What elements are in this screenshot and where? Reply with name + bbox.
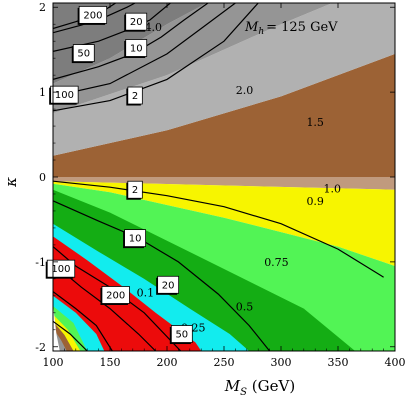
contour-label-text: 100 xyxy=(55,90,74,101)
region-tan xyxy=(53,177,395,190)
mass-annotation: Mh = 125 GeV xyxy=(244,20,338,37)
contour-label-box: 50 xyxy=(71,44,95,64)
contour-label-text: 10 xyxy=(129,234,142,245)
contour-label-bg xyxy=(127,86,143,105)
contour-label-bg xyxy=(50,85,79,104)
contour-label-text: 10 xyxy=(130,43,143,54)
contour-line-5 xyxy=(53,3,259,112)
contour-label-text: 200 xyxy=(106,290,125,301)
contour-label-bg xyxy=(72,44,95,62)
region-label: 1.0 xyxy=(324,182,342,195)
x-axis-title: MS (GeV) xyxy=(224,377,295,398)
region-label: 0.1 xyxy=(137,287,155,300)
contour-label-box: 200 xyxy=(100,286,130,305)
contour-label-box: 2 xyxy=(126,86,143,106)
region-label: 0.75 xyxy=(264,256,289,269)
contour-line-7 xyxy=(53,200,271,351)
contour-labels: 200 20 50 10 100 2 2 10 100 200 20 50 xyxy=(45,5,193,345)
contour-label-text: 50 xyxy=(77,49,90,60)
contour-label-box: 100 xyxy=(45,259,76,279)
y-axis-title: κ xyxy=(2,177,20,188)
contour-line-9 xyxy=(53,263,157,351)
contour-label-bg xyxy=(125,12,148,31)
region-label: 1.5 xyxy=(306,116,324,129)
region-light-gray xyxy=(53,3,395,156)
contour-label-bg xyxy=(46,259,76,278)
y-tick-label: -2 xyxy=(35,341,46,354)
contour-label-box: 10 xyxy=(124,39,148,58)
y-axis: -2 -1 0 1 2 xyxy=(35,1,395,354)
annotation-symbol: M xyxy=(244,20,259,35)
y-tick-label: 2 xyxy=(39,1,46,14)
x-tick-label: 250 xyxy=(214,356,235,369)
contour-label-box: 50 xyxy=(169,325,193,345)
contour-label-text: 20 xyxy=(130,17,143,28)
svg-text:Mh= 125 GeV: Mh = 125 GeV xyxy=(244,20,338,37)
contour-label-text: 200 xyxy=(83,10,102,21)
contour-label-box: 10 xyxy=(123,229,146,249)
contour-label-text: 20 xyxy=(162,280,175,291)
contour-label-text: 100 xyxy=(51,264,70,275)
region-white-corner xyxy=(53,304,60,351)
y-tick-label: 0 xyxy=(39,171,46,184)
contour-label-text: 2 xyxy=(132,91,138,102)
y-tick-label: 1 xyxy=(39,86,46,99)
contour-label-bg xyxy=(78,5,108,24)
region-label: 2.0 xyxy=(236,84,254,97)
x-tick-label: 400 xyxy=(385,356,406,369)
contour-line-11 xyxy=(53,320,88,351)
contour-label-bg xyxy=(124,229,146,248)
y-tick-label: -1 xyxy=(35,256,46,269)
contour-label-box: 20 xyxy=(156,275,180,295)
color-regions xyxy=(53,3,395,351)
x-axis: 100 150 200 250 300 350 400 xyxy=(43,3,406,369)
contour-line-6 xyxy=(53,180,384,278)
x-tick-label: 350 xyxy=(328,356,349,369)
annotation-sub: h xyxy=(258,27,264,37)
contour-label-bg xyxy=(127,180,143,199)
contour-label-bg xyxy=(101,286,130,304)
region-mid-gray xyxy=(53,3,333,114)
region-yellow xyxy=(53,181,395,267)
contour-label-bg xyxy=(125,39,148,57)
region-label: 4.0 xyxy=(145,21,163,34)
contour-label-box: 20 xyxy=(124,12,148,32)
x-axis-title-sub: S xyxy=(240,387,247,398)
region-label: 0.9 xyxy=(306,195,324,208)
x-tick-label: 300 xyxy=(271,356,292,369)
region-brown xyxy=(53,53,395,177)
contour-line-10 xyxy=(53,291,113,351)
contour-label-bg xyxy=(157,275,180,294)
x-axis-title-unit: (GeV) xyxy=(247,377,295,395)
contour-label-bg xyxy=(170,325,193,343)
contour-label-text: 2 xyxy=(132,185,138,196)
contour-label-box: 100 xyxy=(49,85,79,105)
x-tick-label: 150 xyxy=(100,356,121,369)
contour-label-text: 50 xyxy=(175,330,188,341)
contour-line-4 xyxy=(53,3,236,97)
annotation-text: = 125 GeV xyxy=(266,20,338,35)
contour-label-box: 200 xyxy=(77,5,108,25)
x-tick-label: 200 xyxy=(157,356,178,369)
region-label: 0.5 xyxy=(236,300,254,313)
x-tick-label: 100 xyxy=(43,356,64,369)
contour-label-box: 2 xyxy=(126,180,143,200)
